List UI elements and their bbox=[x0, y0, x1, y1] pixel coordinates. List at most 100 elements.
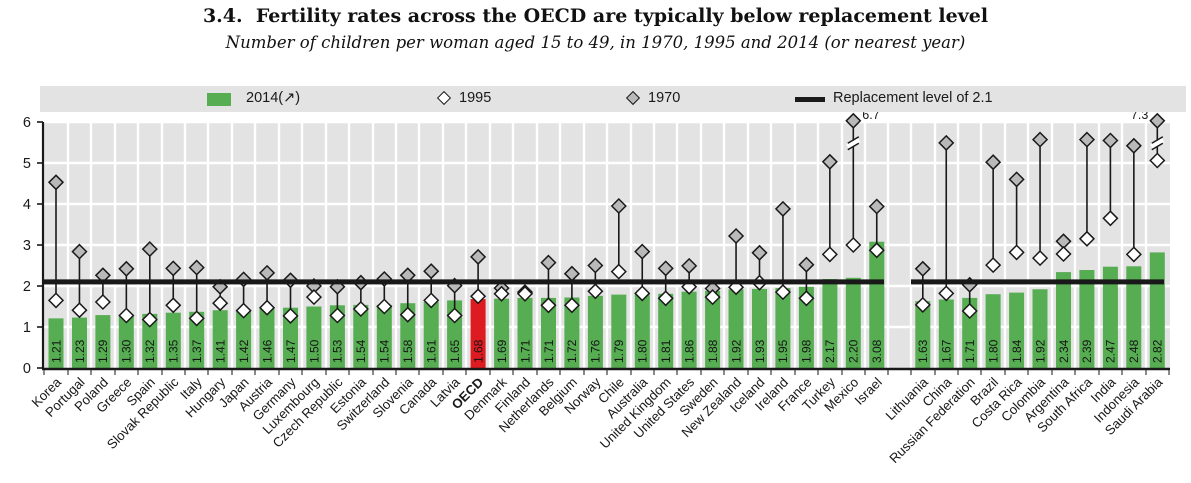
axis-break-slash bbox=[1151, 142, 1164, 151]
off-scale-value-label: 7.3 bbox=[1131, 112, 1148, 122]
bar-value-label: 1.32 bbox=[143, 339, 157, 363]
bar-value-label: 2.82 bbox=[1151, 339, 1165, 363]
country-column-Germany: 1.47 bbox=[283, 307, 298, 368]
y-tick-label: 0 bbox=[23, 361, 31, 377]
chart-title-text: Fertility rates across the OECD are typi… bbox=[255, 5, 989, 27]
bar-value-label: 1.72 bbox=[565, 339, 579, 363]
country-column-Korea: 1.21 bbox=[48, 318, 64, 368]
country-column-Turkey: 2.17 bbox=[822, 279, 838, 368]
country-column-Saudi-Arabia: 2.82 bbox=[1149, 252, 1165, 368]
bar-value-label: 2.17 bbox=[823, 339, 837, 363]
diamond-1995 bbox=[470, 288, 487, 305]
bar-2014 bbox=[915, 301, 931, 368]
diamond-1995 bbox=[774, 284, 792, 301]
bar-value-label: 1.86 bbox=[682, 339, 696, 363]
bar-value-label: 1.93 bbox=[753, 339, 767, 363]
country-column-United-Kingdom: 1.81 bbox=[658, 293, 674, 368]
bar-value-label: 1.58 bbox=[401, 339, 415, 363]
bar-value-label: 1.80 bbox=[636, 339, 650, 363]
diamond-1995 bbox=[305, 289, 323, 306]
country-column-Norway: 1.76 bbox=[587, 295, 603, 368]
bar-2014 bbox=[564, 297, 580, 368]
chart-title-number: 3.4. bbox=[202, 5, 243, 27]
diamond-1995 bbox=[587, 283, 604, 300]
diamond-1995 bbox=[868, 242, 885, 259]
diamond-1995 bbox=[165, 297, 182, 314]
bar-value-label: 1.80 bbox=[986, 339, 1000, 363]
country-column-Hungary: 1.41 bbox=[212, 310, 228, 368]
diamond-1995 bbox=[71, 302, 88, 319]
diamond-1995 bbox=[845, 236, 862, 254]
diamond-1970 bbox=[1078, 131, 1096, 148]
bar-2014 bbox=[329, 305, 345, 368]
bar-value-label: 1.79 bbox=[612, 339, 626, 363]
bar-value-label: 2.34 bbox=[1057, 339, 1071, 363]
bar-2014 bbox=[72, 317, 87, 368]
diamond-1970 bbox=[681, 257, 698, 274]
country-label: Israel bbox=[852, 374, 885, 407]
diamond-1995 bbox=[961, 302, 978, 320]
country-column-Lithuania: 1.63 bbox=[915, 301, 931, 368]
bar-2014 bbox=[48, 318, 64, 368]
y-tick-label: 2 bbox=[23, 279, 31, 295]
bar-2014 bbox=[728, 289, 744, 368]
diamond-1970 bbox=[1031, 131, 1049, 148]
diamond-1970 bbox=[118, 260, 135, 277]
diamond-1970 bbox=[610, 197, 627, 215]
diamond-1995 bbox=[94, 293, 111, 311]
diamond-1995 bbox=[985, 257, 1002, 274]
country-column-Luxembourg: 1.50 bbox=[306, 306, 322, 368]
country-column-Sweden: 1.88 bbox=[705, 290, 721, 368]
bar-2014 bbox=[212, 310, 228, 368]
country-column-Greece: 1.30 bbox=[118, 314, 134, 368]
diamond-1970 bbox=[774, 200, 792, 217]
country-column-Iceland: 1.93 bbox=[752, 288, 767, 368]
country-column-Argentina: 2.34 bbox=[1056, 272, 1071, 368]
diamond-1995 bbox=[47, 292, 65, 309]
country-column-Slovenia: 1.58 bbox=[400, 303, 416, 368]
bar-2014 bbox=[1102, 266, 1118, 368]
bar-2014 bbox=[962, 297, 978, 368]
diamond-1995 bbox=[657, 290, 674, 307]
diamond-1995 bbox=[212, 295, 229, 312]
bar-value-label: 1.50 bbox=[307, 339, 321, 363]
country-column-New-Zealand: 1.92 bbox=[728, 289, 744, 368]
bar-value-label: 1.98 bbox=[800, 339, 814, 363]
diamond-1995 bbox=[821, 246, 838, 263]
diamond-1970 bbox=[821, 153, 838, 170]
bar-2014 bbox=[752, 288, 767, 368]
bar-2014 bbox=[165, 312, 181, 369]
bar-2014 bbox=[938, 299, 954, 368]
diamond-1995 bbox=[446, 307, 463, 324]
country-column-Italy: 1.37 bbox=[189, 311, 205, 368]
country-column-Costa-Rica: 1.84 bbox=[1009, 292, 1025, 368]
diamond-1970 bbox=[727, 227, 745, 245]
country-column-Japan: 1.42 bbox=[236, 309, 252, 368]
bar-2014 bbox=[705, 290, 721, 368]
diamond-1995 bbox=[282, 307, 299, 324]
bar-value-label: 1.30 bbox=[120, 339, 134, 363]
bar-value-label: 1.71 bbox=[963, 339, 977, 363]
bar-2014 bbox=[189, 311, 205, 368]
diamond-1995 bbox=[610, 263, 627, 280]
bar-value-label: 1.68 bbox=[471, 339, 485, 363]
country-column-Netherlands: 1.71 bbox=[541, 297, 556, 368]
diamond-1995 bbox=[1149, 152, 1166, 169]
bar-value-label: 1.37 bbox=[190, 339, 204, 363]
country-column-Finland: 1.71 bbox=[517, 297, 533, 368]
bar-value-label: 1.95 bbox=[776, 339, 790, 363]
diamond-1995 bbox=[423, 292, 440, 309]
diamond-1995 bbox=[188, 310, 205, 327]
bar-value-label: 2.48 bbox=[1127, 339, 1141, 363]
chart-legend: 2014(↗) 1995 1970 Replacement level of 2… bbox=[40, 86, 1186, 112]
diamond-1995 bbox=[1008, 244, 1025, 261]
bar-value-label: 1.63 bbox=[916, 339, 930, 363]
diamond-1970 bbox=[540, 254, 557, 271]
bar-value-label: 1.71 bbox=[542, 339, 556, 363]
bar-value-label: 1.41 bbox=[214, 339, 228, 363]
bar-value-label: 1.92 bbox=[1033, 339, 1047, 363]
country-column-Russian-Federation: 1.71 bbox=[962, 297, 978, 368]
bar-value-label: 2.20 bbox=[847, 339, 861, 363]
bar-2014 bbox=[775, 288, 791, 369]
diamond-1995 bbox=[1031, 250, 1049, 267]
